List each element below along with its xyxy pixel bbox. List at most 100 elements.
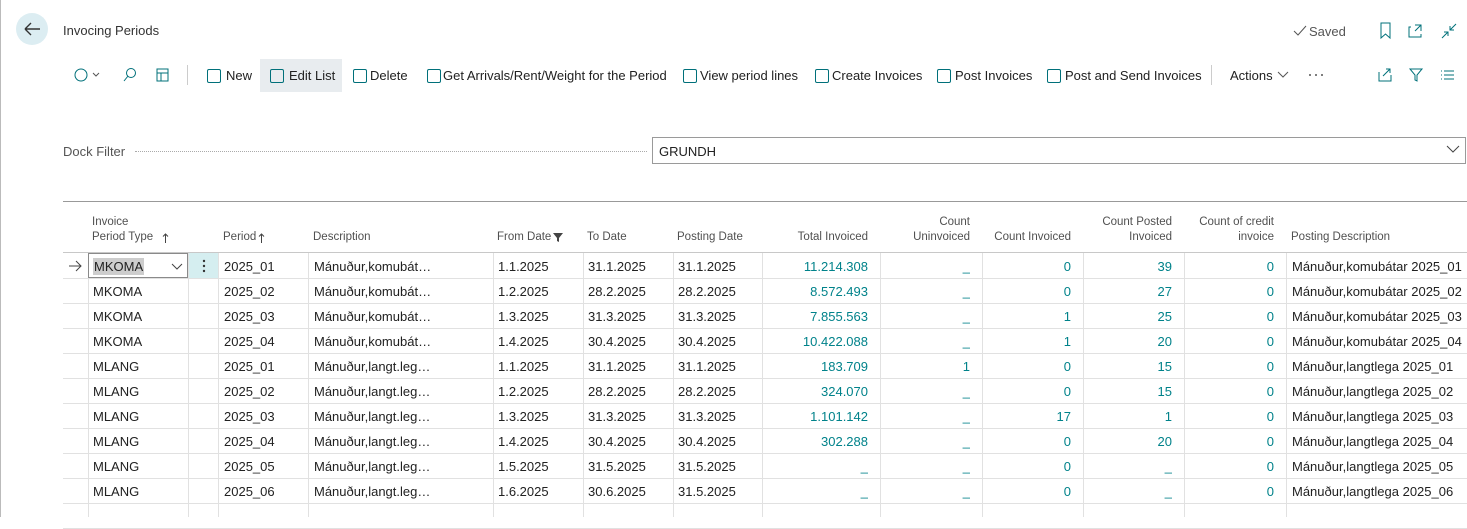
toolbar-button[interactable]: Create Invoices: [832, 68, 923, 83]
numeric-cell[interactable]: 0: [1266, 434, 1274, 449]
text-cell: 31.3.2025: [588, 309, 646, 324]
numeric-cell[interactable]: 0: [1063, 259, 1071, 274]
numeric-cell[interactable]: 1: [1063, 334, 1071, 349]
numeric-cell[interactable]: 20: [1157, 434, 1172, 449]
column-line: [982, 253, 983, 517]
numeric-cell[interactable]: 0: [1266, 334, 1274, 349]
column-header[interactable]: Count Uninvoiced: [910, 212, 970, 245]
numeric-cell[interactable]: 0: [1266, 484, 1274, 499]
numeric-cell[interactable]: 10.422.088: [802, 334, 868, 349]
numeric-cell[interactable]: _: [1164, 484, 1172, 499]
column-header[interactable]: Posting Date: [677, 212, 757, 245]
numeric-cell[interactable]: 27: [1157, 284, 1172, 299]
numeric-cell[interactable]: 11.214.308: [803, 259, 868, 274]
numeric-cell[interactable]: 39: [1157, 259, 1172, 274]
numeric-cell[interactable]: 17: [1056, 409, 1071, 424]
column-header[interactable]: Count Posted Invoiced: [1077, 212, 1172, 245]
column-header[interactable]: Description: [313, 212, 488, 245]
column-header[interactable]: Count Invoiced: [986, 212, 1071, 245]
row-line: [63, 453, 1467, 454]
numeric-cell[interactable]: 25: [1157, 309, 1172, 324]
numeric-cell[interactable]: 0: [1063, 284, 1071, 299]
numeric-cell[interactable]: _: [962, 409, 970, 424]
toolbar-button[interactable]: New: [226, 68, 253, 83]
back-button[interactable]: [16, 13, 49, 46]
numeric-cell[interactable]: _: [962, 284, 970, 299]
row-line: [63, 303, 1467, 304]
column-header-label: Posting Description: [1291, 231, 1391, 243]
column-header[interactable]: To Date: [587, 212, 668, 245]
type-dropdown[interactable]: [88, 253, 188, 278]
filter-input[interactable]: [652, 137, 1466, 164]
numeric-cell[interactable]: 0: [1266, 309, 1274, 324]
numeric-cell[interactable]: _: [962, 309, 970, 324]
text-cell: Mánuður,langtlega 2025_03: [1292, 409, 1454, 424]
toolbar-icon: [683, 69, 697, 83]
numeric-cell[interactable]: 15: [1157, 359, 1172, 374]
text-cell: Mánuður,langtlega 2025_02: [1292, 384, 1454, 399]
filter-value: GRUNDH: [659, 144, 717, 159]
numeric-cell[interactable]: 183.709: [821, 359, 868, 374]
text-cell: 1.3.2025: [498, 409, 549, 424]
text-cell: MLANG: [93, 409, 140, 424]
toolbar-button[interactable]: Post Invoices: [955, 68, 1033, 83]
column-header-label: Count Invoiced: [994, 231, 1071, 243]
numeric-cell[interactable]: _: [962, 334, 970, 349]
toolbar-button[interactable]: Get Arrivals/Rent/Weight for the Period: [443, 68, 667, 83]
numeric-cell[interactable]: _: [860, 484, 868, 499]
window-icons[interactable]: [1378, 22, 1462, 40]
numeric-cell[interactable]: _: [1164, 459, 1172, 474]
column-header[interactable]: Invoice Period Type: [92, 212, 172, 245]
column-header[interactable]: Count of credit invoice: [1179, 212, 1274, 245]
numeric-cell[interactable]: 0: [1266, 459, 1274, 474]
toolbar-icon: [270, 69, 284, 83]
column-line: [880, 253, 881, 517]
numeric-cell[interactable]: 0: [1063, 459, 1071, 474]
column-header[interactable]: Period: [223, 212, 303, 245]
numeric-cell[interactable]: _: [962, 259, 970, 274]
numeric-cell[interactable]: _: [962, 434, 970, 449]
text-cell: 1.1.2025: [498, 259, 549, 274]
row-actions-button[interactable]: [189, 253, 218, 278]
column-line: [188, 253, 189, 517]
numeric-cell[interactable]: 0: [1266, 259, 1274, 274]
text-cell: Mánuður,komubát…: [314, 334, 432, 349]
toolbar-right-icons[interactable]: [1306, 66, 1466, 84]
toolbar-button[interactable]: Delete: [370, 68, 408, 83]
numeric-cell[interactable]: 302.288: [821, 434, 868, 449]
row-line: [63, 378, 1467, 379]
filter-dropdown[interactable]: [1446, 144, 1460, 154]
toolbar-button[interactable]: Actions: [1230, 68, 1273, 83]
toolbar-button[interactable]: Post and Send Invoices: [1065, 68, 1202, 83]
numeric-cell[interactable]: 7.855.563: [810, 309, 868, 324]
row-line: [63, 278, 1467, 279]
numeric-cell[interactable]: _: [962, 384, 970, 399]
toolbar-button[interactable]: View period lines: [700, 68, 799, 83]
numeric-cell[interactable]: 1: [962, 359, 970, 374]
toolbar-icons[interactable]: [72, 66, 177, 84]
numeric-cell[interactable]: 1: [1063, 309, 1071, 324]
numeric-cell[interactable]: 20: [1157, 334, 1172, 349]
numeric-cell[interactable]: _: [860, 459, 868, 474]
numeric-cell[interactable]: 0: [1063, 434, 1071, 449]
numeric-cell[interactable]: 15: [1157, 384, 1172, 399]
numeric-cell[interactable]: _: [962, 459, 970, 474]
numeric-cell[interactable]: 1.101.142: [810, 409, 868, 424]
column-header[interactable]: Posting Description: [1291, 212, 1462, 245]
numeric-cell[interactable]: 0: [1266, 409, 1274, 424]
numeric-cell[interactable]: 0: [1266, 384, 1274, 399]
numeric-cell[interactable]: 0: [1266, 284, 1274, 299]
column-header[interactable]: From Date: [497, 212, 578, 245]
numeric-cell[interactable]: 0: [1063, 384, 1071, 399]
column-header[interactable]: Total Invoiced: [766, 212, 868, 245]
numeric-cell[interactable]: 8.572.493: [810, 284, 868, 299]
column-header-label: To Date: [587, 231, 627, 243]
numeric-cell[interactable]: 0: [1266, 359, 1274, 374]
numeric-cell[interactable]: 1: [1164, 409, 1172, 424]
toolbar-button[interactable]: Edit List: [289, 68, 336, 83]
numeric-cell[interactable]: 0: [1063, 484, 1071, 499]
numeric-cell[interactable]: 324.070: [821, 384, 868, 399]
numeric-cell[interactable]: 0: [1063, 359, 1071, 374]
numeric-cell[interactable]: _: [962, 484, 970, 499]
